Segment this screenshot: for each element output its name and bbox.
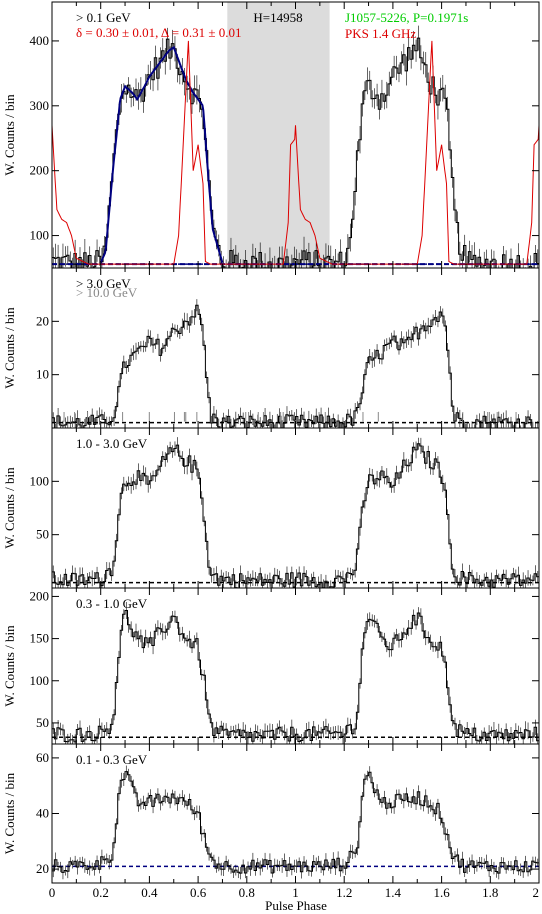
energy-band-label: 0.3 - 1.0 GeV	[76, 596, 148, 611]
y-tick-label: 40	[36, 806, 49, 821]
gamma-histogram	[52, 304, 538, 428]
source-name-label: J1057-5226, P=0.1971s	[345, 10, 468, 25]
y-tick-label: 150	[30, 631, 50, 646]
panel-frame	[51, 427, 540, 589]
panel-4: 20 40 60 W. Counts / bin 0.1 - 0.3 GeV	[2, 743, 540, 884]
panel-2: 50 100 W. Counts / bin 1.0 - 3.0 GeV	[2, 427, 540, 589]
x-axis-label: Pulse Phase	[265, 898, 327, 913]
y-tick-label: 60	[36, 750, 49, 765]
off-pulse-shaded-region	[227, 2, 330, 268]
y-axis-label: W. Counts / bin	[2, 625, 17, 707]
y-tick-label: 200	[30, 163, 50, 178]
y-tick-label: 100	[30, 673, 50, 688]
radio-profile-line	[52, 40, 539, 265]
y-tick-label: 400	[30, 33, 50, 48]
y-axis-label: W. Counts / bin	[2, 467, 17, 549]
y-tick-label: 10	[36, 367, 49, 382]
plot-area	[52, 602, 539, 744]
x-tick-label: 0.8	[239, 885, 255, 900]
plot-area	[52, 2, 539, 268]
y-tick-label: 200	[30, 588, 50, 603]
x-tick-label: 1.4	[385, 885, 402, 900]
panel-1: 10 20 W. Counts / bin > 3.0 GeV> 10.0 GeV	[2, 267, 540, 429]
x-tick-label: 0.6	[190, 885, 207, 900]
h-test-label: H=14958	[253, 10, 302, 25]
x-tick-label: 1	[292, 885, 299, 900]
gamma-histogram	[52, 610, 539, 743]
plot-area	[52, 299, 539, 428]
y-tick-label: 100	[30, 473, 50, 488]
x-tick-label: 0.4	[141, 885, 158, 900]
energy-band-label-secondary: > 10.0 GeV	[76, 285, 138, 300]
energy-band-label: 0.1 - 0.3 GeV	[76, 752, 148, 767]
y-tick-label: 50	[36, 715, 49, 730]
x-tick-label: 1.8	[482, 885, 498, 900]
plot-area	[52, 765, 539, 880]
y-axis-label: W. Counts / bin	[2, 307, 17, 389]
x-tick-label: 1.6	[433, 885, 450, 900]
light-curve-parameters: δ = 0.30 ± 0.01, Δ = 0.31 ± 0.01	[76, 25, 241, 40]
y-axis-label: W. Counts / bin	[2, 772, 17, 854]
panel-3: 50 100 150 200 W. Counts / bin 0.3 - 1.0 GeV	[2, 587, 540, 745]
plot-area	[52, 437, 539, 588]
y-tick-label: 50	[36, 527, 49, 542]
fit-curve	[99, 45, 224, 264]
x-tick-label: 2	[533, 885, 540, 900]
y-tick-label: 20	[36, 313, 49, 328]
y-tick-label: 20	[36, 861, 49, 876]
gamma-histogram	[52, 443, 539, 588]
y-axis-label: W. Counts / bin	[2, 94, 17, 176]
x-tick-label: 0.2	[93, 885, 109, 900]
x-tick-label: 1.2	[336, 885, 352, 900]
y-tick-label: 300	[30, 98, 50, 113]
energy-band-label: > 3.0 GeV	[76, 276, 131, 291]
x-tick-label: 0	[49, 885, 56, 900]
y-tick-label: 100	[30, 228, 50, 243]
radio-legend-label: PKS 1.4 GHz	[345, 26, 416, 41]
energy-band-label: 1.0 - 3.0 GeV	[76, 436, 148, 451]
gamma-histogram	[52, 37, 539, 268]
gamma-histogram	[52, 771, 539, 874]
energy-band-label: > 0.1 GeV	[76, 10, 131, 25]
